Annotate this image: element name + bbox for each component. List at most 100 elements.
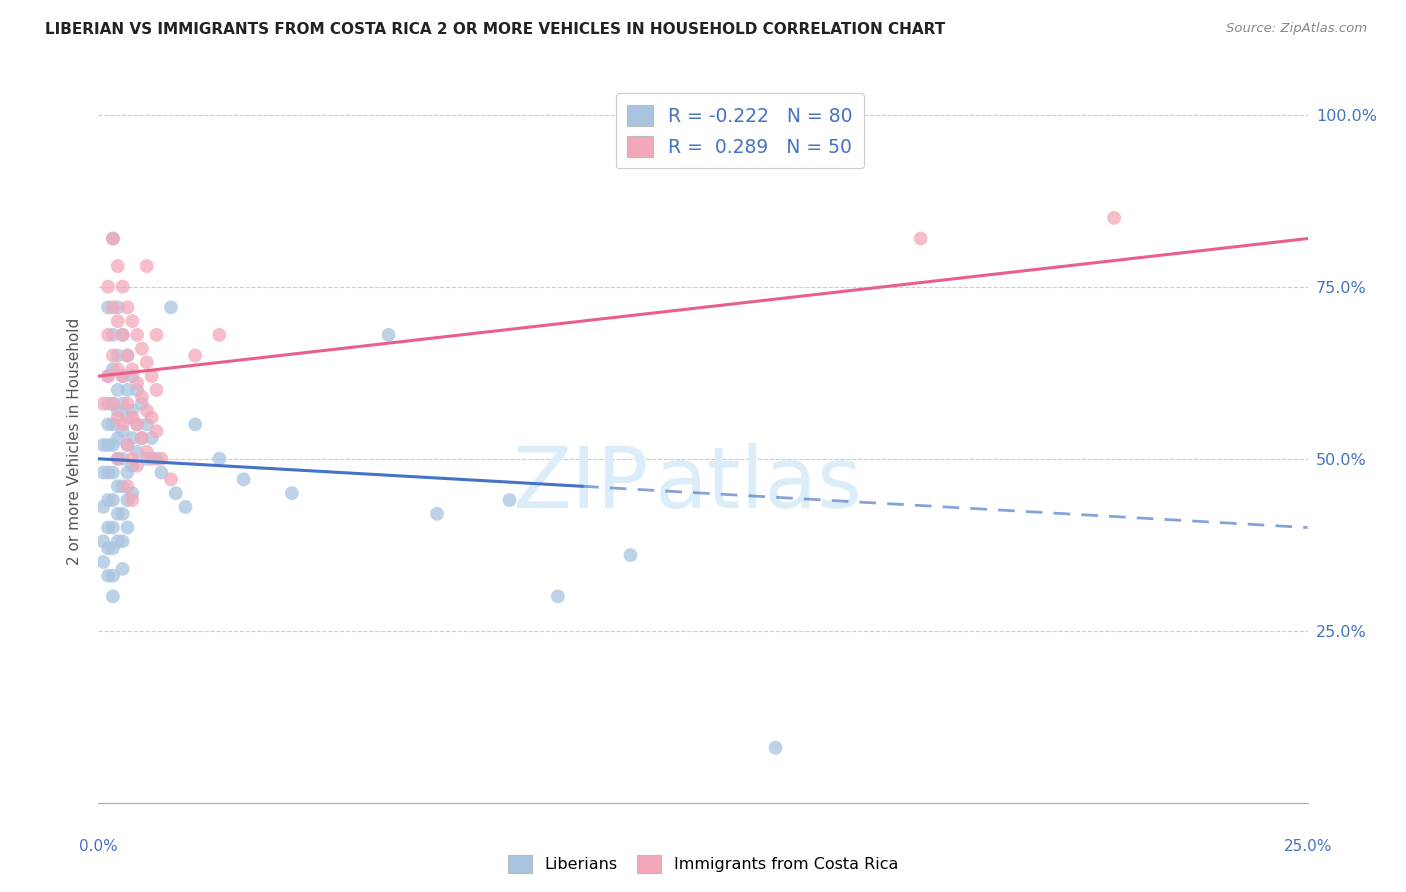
Point [121, 458, 143, 473]
Point [117, 479, 139, 493]
Point [97, 369, 120, 384]
Point [97, 541, 120, 556]
Point [150, 466, 173, 480]
Point [111, 327, 134, 342]
Point [101, 231, 124, 245]
Point [160, 472, 183, 486]
Point [101, 327, 124, 342]
Point [101, 590, 124, 604]
Point [121, 410, 143, 425]
Point [135, 403, 157, 417]
Point [127, 445, 149, 459]
Point [111, 327, 134, 342]
Point [101, 438, 124, 452]
Point [121, 493, 143, 508]
Point [101, 301, 124, 315]
Point [101, 568, 124, 582]
Point [232, 472, 254, 486]
Point [117, 520, 139, 534]
Point [131, 431, 153, 445]
Point [208, 327, 231, 342]
Point [107, 383, 129, 397]
Point [91, 555, 114, 569]
Point [910, 231, 932, 245]
Text: atlas: atlas [655, 443, 863, 526]
Point [107, 431, 129, 445]
Point [111, 417, 134, 432]
Y-axis label: 2 or more Vehicles in Household: 2 or more Vehicles in Household [67, 318, 83, 566]
Point [107, 479, 129, 493]
Point [117, 349, 139, 363]
Point [117, 383, 139, 397]
Point [127, 327, 149, 342]
Point [101, 349, 124, 363]
Point [160, 301, 183, 315]
Point [107, 301, 129, 315]
Point [117, 397, 139, 411]
Point [111, 369, 134, 384]
Point [150, 451, 173, 466]
Point [101, 541, 124, 556]
Point [107, 451, 129, 466]
Point [121, 403, 143, 417]
Point [107, 410, 129, 425]
Point [101, 397, 124, 411]
Point [127, 376, 149, 390]
Point [135, 451, 157, 466]
Point [127, 417, 149, 432]
Point [117, 493, 139, 508]
Point [145, 424, 167, 438]
Point [101, 417, 124, 432]
Point [111, 507, 134, 521]
Point [135, 259, 157, 273]
Point [619, 548, 641, 562]
Point [107, 259, 129, 273]
Point [135, 445, 157, 459]
Point [97, 520, 120, 534]
Point [97, 438, 120, 452]
Point [111, 562, 134, 576]
Point [97, 301, 120, 315]
Point [117, 410, 139, 425]
Point [111, 397, 134, 411]
Point [97, 568, 120, 582]
Point [111, 451, 134, 466]
Point [117, 438, 139, 452]
Point [131, 342, 153, 356]
Point [281, 486, 304, 500]
Point [91, 438, 114, 452]
Point [111, 479, 134, 493]
Point [101, 466, 124, 480]
Point [141, 410, 163, 425]
Text: 25.0%: 25.0% [1284, 838, 1331, 854]
Point [145, 451, 167, 466]
Point [174, 500, 197, 514]
Point [121, 369, 143, 384]
Point [97, 493, 120, 508]
Text: ZIP: ZIP [512, 443, 648, 526]
Point [131, 397, 153, 411]
Point [377, 327, 399, 342]
Point [121, 362, 143, 376]
Point [127, 383, 149, 397]
Point [101, 231, 124, 245]
Text: LIBERIAN VS IMMIGRANTS FROM COSTA RICA 2 OR MORE VEHICLES IN HOUSEHOLD CORRELATI: LIBERIAN VS IMMIGRANTS FROM COSTA RICA 2… [45, 22, 945, 37]
Point [184, 417, 207, 432]
Point [111, 534, 134, 549]
Point [426, 507, 449, 521]
Point [117, 349, 139, 363]
Point [765, 740, 787, 755]
Point [107, 349, 129, 363]
Point [135, 417, 157, 432]
Point [101, 493, 124, 508]
Point [184, 349, 207, 363]
Point [131, 431, 153, 445]
Point [127, 417, 149, 432]
Text: 0.0%: 0.0% [79, 838, 118, 854]
Point [141, 431, 163, 445]
Point [91, 466, 114, 480]
Point [145, 383, 167, 397]
Point [101, 362, 124, 376]
Point [141, 369, 163, 384]
Point [498, 493, 520, 508]
